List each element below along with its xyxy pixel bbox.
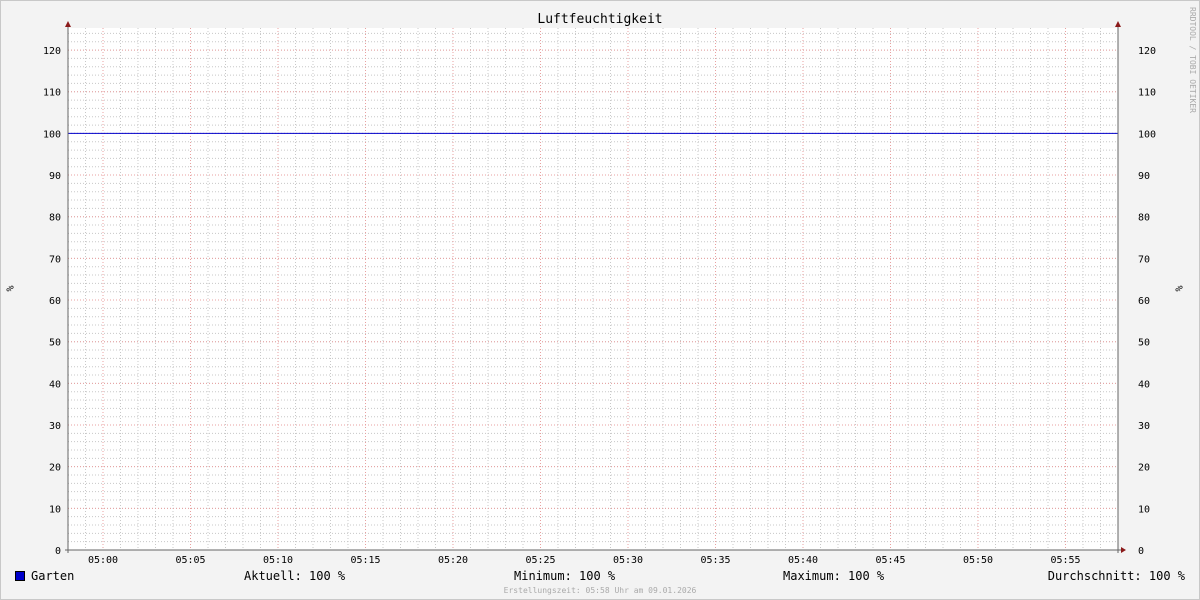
y-tick-label-right: 10 (1138, 504, 1150, 515)
legend-aktuell: Aktuell: 100 % (244, 569, 346, 583)
y-tick-label-right: 40 (1138, 379, 1150, 390)
y-tick-label-right: 30 (1138, 421, 1150, 432)
y-tick-label-right: 90 (1138, 171, 1150, 182)
legend-durchschnitt: Durchschnitt: 100 % (1047, 569, 1185, 583)
x-tick-label: 05:55 (1050, 555, 1080, 566)
y-tick-label-right: 0 (1138, 546, 1144, 557)
y-tick-label-right: 60 (1138, 296, 1150, 307)
y-tick-label-right: 20 (1138, 463, 1150, 474)
y-tick-label-right: 110 (1138, 88, 1156, 99)
y-tick-label-left: 80 (49, 213, 61, 224)
y-tick-label-left: 30 (49, 421, 61, 432)
legend-series-name: Garten (31, 569, 75, 583)
x-tick-label: 05:45 (875, 555, 905, 566)
x-tick-label: 05:00 (88, 555, 118, 566)
x-tick-label: 05:15 (350, 555, 380, 566)
watermark: RRDTOOL / TOBI OETIKER (1188, 7, 1197, 113)
legend-swatch-garten (15, 571, 25, 581)
y-tick-label-left: 120 (43, 46, 61, 57)
x-tick-label: 05:35 (700, 555, 730, 566)
arrow-up-icon (65, 21, 71, 27)
legend-maximum: Maximum: 100 % (783, 569, 885, 583)
y-tick-label-right: 100 (1138, 129, 1156, 140)
y-tick-label-left: 40 (49, 379, 61, 390)
y-tick-label-right: 50 (1138, 338, 1150, 349)
y-tick-label-right: 120 (1138, 46, 1156, 57)
y-tick-label-right: 70 (1138, 254, 1150, 265)
y-tick-label-left: 70 (49, 254, 61, 265)
legend: Garten Aktuell: 100 % Minimum: 100 % Max… (15, 569, 1185, 585)
legend-minimum: Minimum: 100 % (514, 569, 616, 583)
x-tick-label: 05:40 (788, 555, 818, 566)
y-tick-label-left: 0 (55, 546, 61, 557)
y-tick-label-left: 110 (43, 88, 61, 99)
x-tick-label: 05:20 (438, 555, 468, 566)
y-tick-label-right: 80 (1138, 213, 1150, 224)
arrow-up-icon (1115, 21, 1121, 27)
x-tick-label: 05:50 (963, 555, 993, 566)
x-tick-label: 05:05 (175, 555, 205, 566)
y-tick-label-left: 60 (49, 296, 61, 307)
x-tick-label: 05:25 (525, 555, 555, 566)
y-tick-label-left: 10 (49, 504, 61, 515)
y-tick-label-left: 20 (49, 463, 61, 474)
arrow-right-icon (1121, 547, 1126, 553)
x-tick-label: 05:30 (613, 555, 643, 566)
y-tick-label-left: 100 (43, 129, 61, 140)
footer: Erstellungszeit: 05:58 Uhr am 09.01.2026 (503, 586, 697, 595)
chart-title: Luftfeuchtigkeit (537, 12, 663, 27)
y-tick-label-left: 90 (49, 171, 61, 182)
y-tick-label-left: 50 (49, 338, 61, 349)
x-tick-label: 05:10 (263, 555, 293, 566)
